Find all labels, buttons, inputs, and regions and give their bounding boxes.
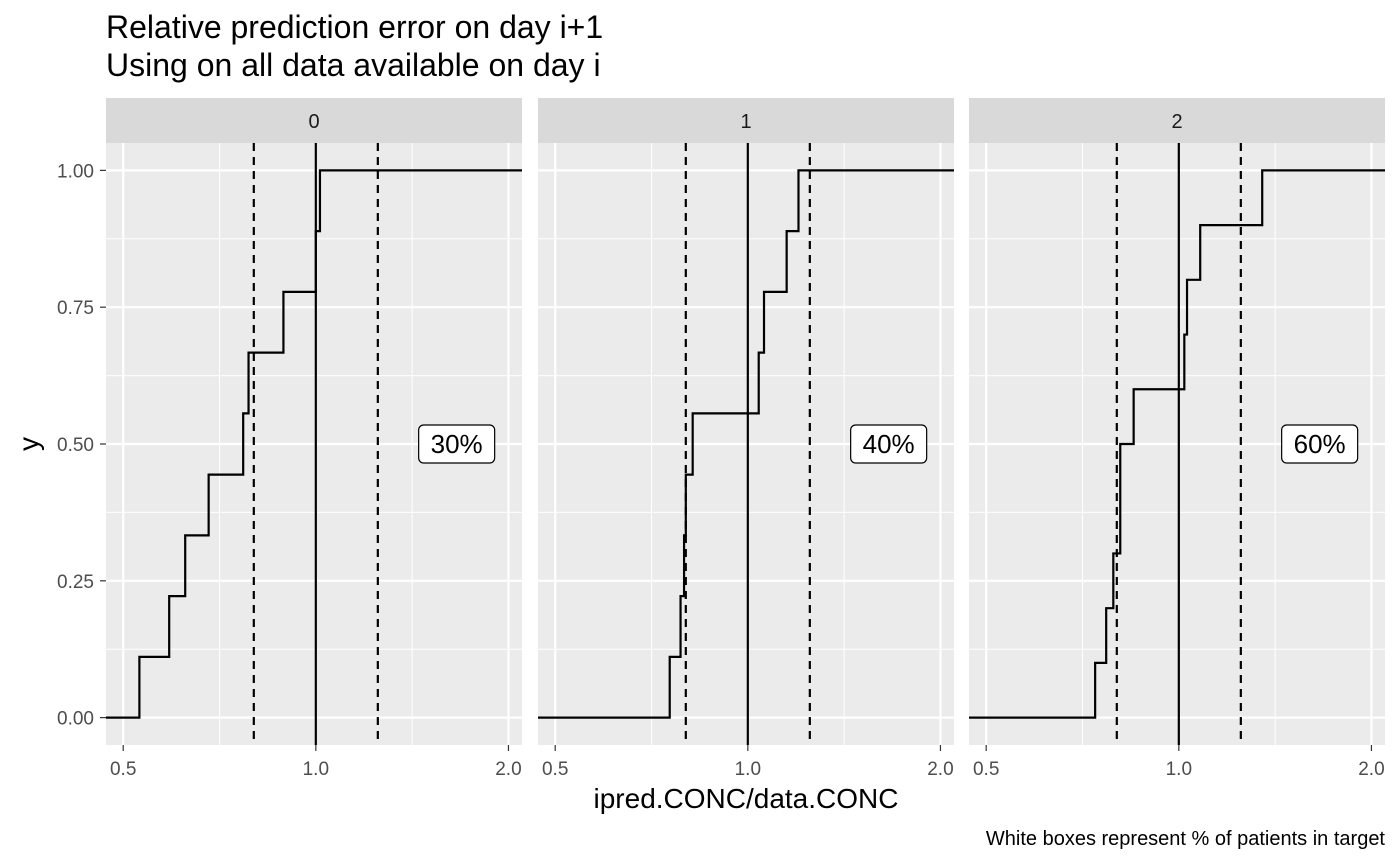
target-percent-box <box>418 424 496 464</box>
y-tick-label: 0.00 <box>57 709 94 730</box>
ecdf-step-line <box>538 169 954 719</box>
y-tick-label: 0.75 <box>57 298 94 319</box>
x-tick-label: 1.0 <box>1166 759 1192 780</box>
target-percent-box <box>850 424 928 464</box>
x-tick-label: 0.5 <box>542 759 568 780</box>
facet-strip <box>969 98 1385 143</box>
facet-panel-0: 0 30% 0.5 1.0 2.0 <box>106 98 522 780</box>
x-tick-label: 2.0 <box>927 759 953 780</box>
y-axis: 0.00 0.25 0.50 0.75 1.00 <box>57 161 106 730</box>
x-tick-label: 1.0 <box>735 759 761 780</box>
y-axis-title: y <box>13 437 44 451</box>
target-percent-label: 30% <box>431 429 483 459</box>
x-tick-label: 0.5 <box>110 759 136 780</box>
chart-title: Relative prediction error on day i+1 <box>106 9 603 45</box>
target-percent-label: 40% <box>863 429 915 459</box>
facet-panels: 0 30% 0.5 1.0 2.0 1 40% 0.5 1.0 2.0 2 60% 0.5 1.0 2.0 <box>106 98 1385 780</box>
facet-panel-2: 2 60% 0.5 1.0 2.0 <box>969 98 1385 780</box>
facet-strip <box>106 98 522 143</box>
y-tick-label: 0.50 <box>57 435 94 456</box>
facet-panel-1: 1 40% 0.5 1.0 2.0 <box>538 98 954 780</box>
y-tick-label: 1.00 <box>57 161 94 182</box>
chart-caption: White boxes represent % of patients in t… <box>986 828 1386 850</box>
ecdf-step-line <box>106 169 522 719</box>
x-tick-label: 1.0 <box>303 759 329 780</box>
x-tick-label: 0.5 <box>973 759 999 780</box>
chart-subtitle: Using on all data available on day i <box>106 47 601 83</box>
y-tick-label: 0.25 <box>57 572 94 593</box>
target-percent-label: 60% <box>1294 429 1346 459</box>
facet-strip-label: 0 <box>308 111 319 133</box>
ecdf-step-line <box>969 169 1385 719</box>
facet-strip-label: 2 <box>1171 111 1182 133</box>
facet-strip-label: 1 <box>740 111 751 133</box>
x-axis-title: ipred.CONC/data.CONC <box>594 783 899 814</box>
x-tick-label: 2.0 <box>1358 759 1384 780</box>
target-percent-box <box>1281 424 1359 464</box>
x-tick-label: 2.0 <box>495 759 521 780</box>
facet-strip <box>538 98 954 143</box>
